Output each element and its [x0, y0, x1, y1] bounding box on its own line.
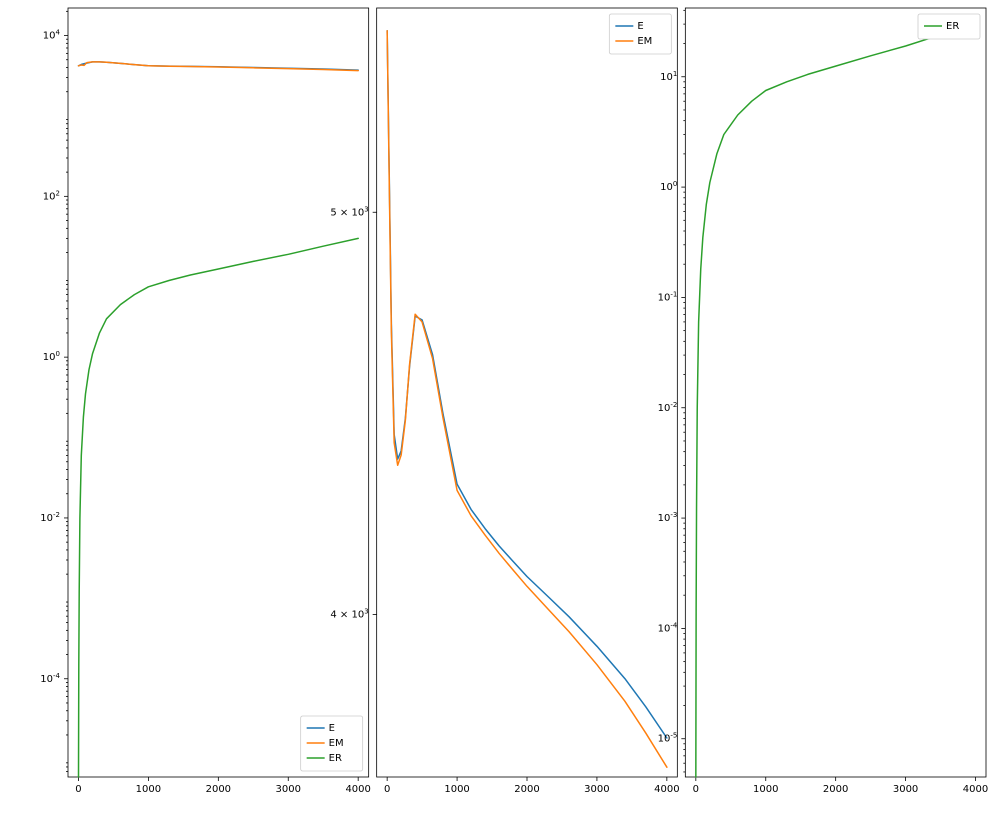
y-axis: 4 × 103 5 × 103	[330, 205, 376, 620]
svg-text:10-4: 10-4	[658, 621, 678, 634]
svg-text:3000: 3000	[584, 784, 609, 795]
svg-text:4000: 4000	[654, 784, 679, 795]
legend-box	[609, 14, 671, 54]
svg-text:4000: 4000	[963, 784, 988, 795]
svg-text:10-2: 10-2	[40, 511, 60, 524]
legend: ER	[918, 14, 980, 39]
svg-text:10-3: 10-3	[658, 511, 678, 524]
svg-text:3000: 3000	[276, 784, 301, 795]
legend: E EM	[609, 14, 671, 54]
figure: 0100020003000400010-410-2100102104EEMER0…	[0, 0, 998, 813]
series-ER	[79, 238, 359, 777]
svg-text:10-2: 10-2	[658, 401, 678, 414]
svg-text:100: 100	[660, 180, 677, 193]
svg-text:10-4: 10-4	[40, 672, 60, 685]
panel1: 0 1000 2000 3000 4000 10-4 10-2 100 102 104 E EM ER	[40, 8, 371, 795]
svg-text:10-5: 10-5	[658, 732, 678, 745]
svg-text:102: 102	[43, 189, 60, 202]
svg-text:1000: 1000	[444, 784, 469, 795]
x-axis: 0 1000 2000 3000 4000	[693, 777, 989, 795]
y-axis: 10-4 10-2 100 102 104	[40, 11, 68, 771]
svg-text:4000: 4000	[345, 784, 370, 795]
svg-text:2000: 2000	[823, 784, 848, 795]
svg-text:1000: 1000	[136, 784, 161, 795]
panel3: 0 1000 2000 3000 4000 10-5 10-4 10-3 10-2 10-1 100…	[658, 8, 989, 795]
svg-text:0: 0	[693, 784, 699, 795]
legend: E EM ER	[301, 716, 363, 771]
svg-text:0: 0	[384, 784, 390, 795]
series-E	[387, 31, 667, 738]
svg-text:5 × 103: 5 × 103	[330, 205, 368, 218]
series-EM	[387, 31, 667, 768]
svg-text:2000: 2000	[206, 784, 231, 795]
panel2: 0 1000 2000 3000 4000 4 × 103 5 × 103 E EM	[330, 8, 679, 795]
x-axis: 0 1000 2000 3000 4000	[384, 777, 680, 795]
svg-text:100: 100	[43, 350, 60, 363]
legend-label-EM: EM	[329, 738, 344, 749]
x-axis: 0 1000 2000 3000 4000	[75, 777, 371, 795]
axes-frame	[685, 8, 986, 777]
series-ER	[696, 24, 976, 777]
svg-text:104: 104	[43, 29, 61, 42]
legend-label-ER: ER	[946, 21, 959, 32]
legend-label-E: E	[329, 723, 335, 734]
legend-label-ER: ER	[329, 753, 342, 764]
svg-text:4 × 103: 4 × 103	[330, 607, 368, 620]
svg-text:2000: 2000	[514, 784, 539, 795]
svg-text:101: 101	[660, 70, 677, 83]
legend-label-EM: EM	[637, 36, 652, 47]
axes-frame	[68, 8, 369, 777]
svg-text:10-1: 10-1	[658, 290, 678, 303]
legend-label-E: E	[637, 21, 643, 32]
axes-frame	[377, 8, 678, 777]
y-axis: 10-5 10-4 10-3 10-2 10-1 100 101	[658, 10, 686, 772]
svg-text:0: 0	[75, 784, 81, 795]
svg-text:1000: 1000	[753, 784, 778, 795]
svg-text:3000: 3000	[893, 784, 918, 795]
